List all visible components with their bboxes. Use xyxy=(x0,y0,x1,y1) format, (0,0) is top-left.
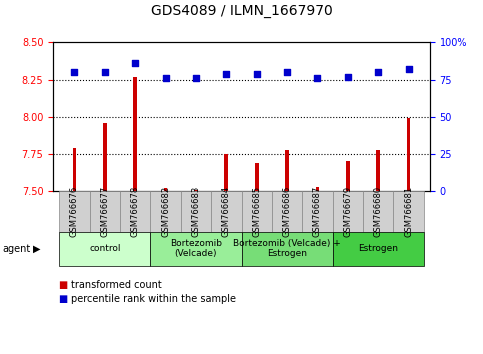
Text: GDS4089 / ILMN_1667970: GDS4089 / ILMN_1667970 xyxy=(151,4,332,18)
Bar xyxy=(255,163,258,191)
Text: GSM766679: GSM766679 xyxy=(343,186,352,237)
Text: percentile rank within the sample: percentile rank within the sample xyxy=(71,294,236,304)
Point xyxy=(283,69,291,75)
Point xyxy=(313,75,321,81)
Point xyxy=(344,74,352,80)
Bar xyxy=(225,154,228,191)
Text: Estrogen: Estrogen xyxy=(358,244,398,253)
Bar xyxy=(72,148,76,191)
Point xyxy=(71,69,78,75)
Text: ■: ■ xyxy=(59,294,71,304)
Bar xyxy=(346,161,350,191)
Text: GSM766678: GSM766678 xyxy=(131,186,140,237)
Text: GSM766686: GSM766686 xyxy=(283,186,292,237)
Text: transformed count: transformed count xyxy=(71,280,162,290)
Point xyxy=(405,67,412,72)
Text: GSM766680: GSM766680 xyxy=(374,186,383,237)
Point xyxy=(223,71,230,76)
Text: control: control xyxy=(89,244,121,253)
Bar xyxy=(164,188,168,191)
Text: ▶: ▶ xyxy=(33,244,40,254)
Text: GSM766682: GSM766682 xyxy=(161,186,170,237)
Text: GSM766681: GSM766681 xyxy=(404,186,413,237)
Point xyxy=(131,61,139,66)
Text: GSM766676: GSM766676 xyxy=(70,186,79,237)
Bar xyxy=(407,118,411,191)
Point xyxy=(374,69,382,75)
Text: Bortezomib (Velcade) +
Estrogen: Bortezomib (Velcade) + Estrogen xyxy=(233,239,341,258)
Text: GSM766684: GSM766684 xyxy=(222,186,231,237)
Text: ■: ■ xyxy=(59,280,71,290)
Bar xyxy=(194,190,198,191)
Point xyxy=(253,71,260,76)
Bar xyxy=(285,149,289,191)
Text: agent: agent xyxy=(2,244,30,254)
Bar xyxy=(315,187,319,191)
Point xyxy=(192,75,200,81)
Text: GSM766685: GSM766685 xyxy=(252,186,261,237)
Text: Bortezomib
(Velcade): Bortezomib (Velcade) xyxy=(170,239,222,258)
Bar xyxy=(133,77,137,191)
Text: GSM766677: GSM766677 xyxy=(100,186,109,237)
Point xyxy=(101,69,109,75)
Point xyxy=(162,75,170,81)
Text: GSM766683: GSM766683 xyxy=(191,186,200,237)
Text: GSM766687: GSM766687 xyxy=(313,186,322,237)
Bar xyxy=(103,123,107,191)
Bar xyxy=(376,149,380,191)
